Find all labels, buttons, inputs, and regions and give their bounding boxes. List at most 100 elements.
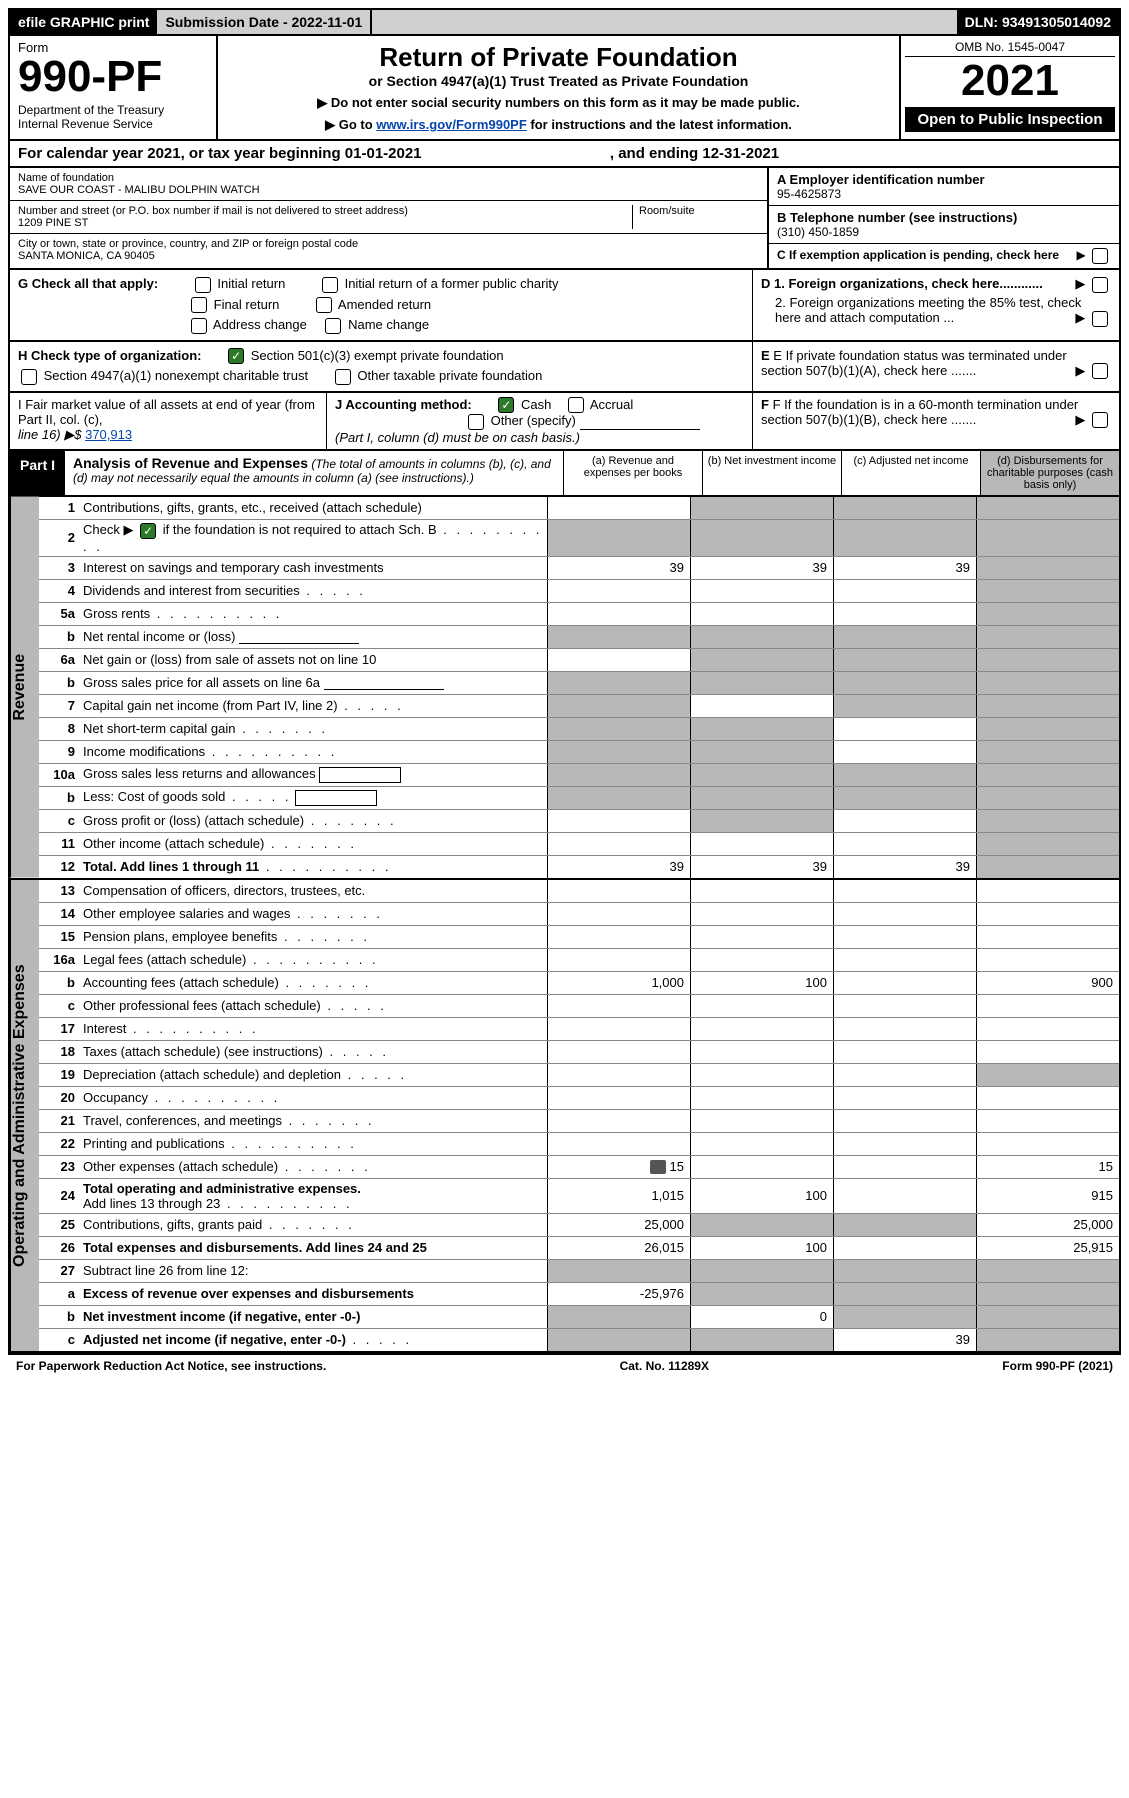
initial-former-checkbox[interactable] [322,277,338,293]
row-8: 8Net short-term capital gain [39,718,1119,741]
row-27b: bNet investment income (if negative, ent… [39,1306,1119,1329]
form-title: Return of Private Foundation [224,42,893,73]
revenue-table: Revenue 1Contributions, gifts, grants, e… [8,497,1121,880]
col-d-header: (d) Disbursements for charitable purpose… [980,451,1119,495]
paperwork-notice: For Paperwork Reduction Act Notice, see … [16,1359,326,1373]
foundation-name-cell: Name of foundation SAVE OUR COAST - MALI… [10,168,767,201]
form-number: 990-PF [18,55,208,99]
tax-year: 2021 [905,57,1115,105]
row-27c: cAdjusted net income (if negative, enter… [39,1329,1119,1351]
row-6a: 6aNet gain or (loss) from sale of assets… [39,649,1119,672]
row-17: 17Interest [39,1018,1119,1041]
col-a-header: (a) Revenue and expenses per books [563,451,702,495]
row-23: 23Other expenses (attach schedule) 1515 [39,1156,1119,1179]
row-26: 26Total expenses and disbursements. Add … [39,1237,1119,1260]
dln-label: DLN: 93491305014092 [957,10,1119,34]
row-15: 15Pension plans, employee benefits [39,926,1119,949]
row-14: 14Other employee salaries and wages [39,903,1119,926]
final-return-checkbox[interactable] [191,297,207,313]
identification-block: Name of foundation SAVE OUR COAST - MALI… [8,168,1121,270]
row-27: 27Subtract line 26 from line 12: [39,1260,1119,1283]
check-block-gd: G Check all that apply: Initial return I… [8,270,1121,342]
row-3: 3Interest on savings and temporary cash … [39,557,1119,580]
department-label: Department of the Treasury Internal Reve… [18,103,208,131]
calendar-year-row: For calendar year 2021, or tax year begi… [8,141,1121,168]
irs-link[interactable]: www.irs.gov/Form990PF [376,117,527,132]
catalog-number: Cat. No. 11289X [620,1359,709,1373]
part1-desc: Analysis of Revenue and Expenses (The to… [65,451,563,495]
row-16a: 16aLegal fees (attach schedule) [39,949,1119,972]
row-6b: bGross sales price for all assets on lin… [39,672,1119,695]
form-ref: Form 990-PF (2021) [1002,1359,1113,1373]
g-section: G Check all that apply: Initial return I… [10,270,752,340]
exemption-checkbox[interactable] [1092,248,1108,264]
check-block-he: H Check type of organization: ✓ Section … [8,342,1121,393]
goto-instructions: ▶ Go to www.irs.gov/Form990PF for instru… [224,117,893,133]
row-18: 18Taxes (attach schedule) (see instructi… [39,1041,1119,1064]
d-section: D 1. Foreign organizations, check here..… [752,270,1119,340]
col-b-header: (b) Net investment income [702,451,841,495]
row-10b: bLess: Cost of goods sold [39,787,1119,810]
row-2: 2Check ▶ ✓ if the foundation is not requ… [39,520,1119,557]
e-checkbox[interactable] [1092,363,1108,379]
sch-b-checkbox[interactable]: ✓ [140,523,156,539]
part1-header: Part I Analysis of Revenue and Expenses … [8,451,1121,497]
row-4: 4Dividends and interest from securities [39,580,1119,603]
row-10a: 10aGross sales less returns and allowanc… [39,764,1119,787]
phone-cell: B Telephone number (see instructions) (3… [769,206,1119,244]
h-section: H Check type of organization: ✓ Section … [10,342,752,391]
row-21: 21Travel, conferences, and meetings [39,1110,1119,1133]
other-taxable-checkbox[interactable] [335,369,351,385]
amended-return-checkbox[interactable] [316,297,332,313]
row-16c: cOther professional fees (attach schedul… [39,995,1119,1018]
submission-date: Submission Date - 2022-11-01 [157,10,372,34]
fmv-value[interactable]: 370,913 [85,427,132,442]
row-12: 12Total. Add lines 1 through 11 393939 [39,856,1119,878]
f-section: F F If the foundation is in a 60-month t… [753,393,1119,449]
e-section: E E If private foundation status was ter… [752,342,1119,391]
501c3-checkbox[interactable]: ✓ [228,348,244,364]
d1-checkbox[interactable] [1092,277,1108,293]
top-bar: efile GRAPHIC print Submission Date - 20… [8,8,1121,36]
row-25: 25Contributions, gifts, grants paid 25,0… [39,1214,1119,1237]
col-c-header: (c) Adjusted net income [841,451,980,495]
cash-checkbox[interactable]: ✓ [498,397,514,413]
row-16b: bAccounting fees (attach schedule) 1,000… [39,972,1119,995]
j-section: J Accounting method: ✓ Cash Accrual Othe… [327,393,753,449]
d2-checkbox[interactable] [1092,311,1108,327]
row-22: 22Printing and publications [39,1133,1119,1156]
row-27a: aExcess of revenue over expenses and dis… [39,1283,1119,1306]
form-subtitle: or Section 4947(a)(1) Trust Treated as P… [224,73,893,89]
row-1: 1Contributions, gifts, grants, etc., rec… [39,497,1119,520]
ijf-row: I Fair market value of all assets at end… [8,393,1121,451]
i-section: I Fair market value of all assets at end… [10,393,327,449]
title-box: Return of Private Foundation or Section … [218,36,899,139]
exemption-pending-cell: C If exemption application is pending, c… [769,244,1119,268]
city-cell: City or town, state or province, country… [10,234,767,266]
row-9: 9Income modifications [39,741,1119,764]
row-11: 11Other income (attach schedule) [39,833,1119,856]
open-public-label: Open to Public Inspection [905,107,1115,132]
address-change-checkbox[interactable] [191,318,207,334]
row-5a: 5aGross rents [39,603,1119,626]
other-method-checkbox[interactable] [468,414,484,430]
f-checkbox[interactable] [1092,412,1108,428]
efile-label[interactable]: efile GRAPHIC print [10,10,157,34]
attachment-icon[interactable] [650,1160,666,1174]
row-7: 7Capital gain net income (from Part IV, … [39,695,1119,718]
initial-return-checkbox[interactable] [195,277,211,293]
accrual-checkbox[interactable] [568,397,584,413]
expenses-side-label: Operating and Administrative Expenses [10,880,39,1351]
row-13: 13Compensation of officers, directors, t… [39,880,1119,903]
part1-label: Part I [10,451,65,495]
ssn-warning: ▶ Do not enter social security numbers o… [224,95,893,111]
address-cell: Number and street (or P.O. box number if… [10,201,767,234]
revenue-side-label: Revenue [10,497,39,878]
4947-checkbox[interactable] [21,369,37,385]
ein-cell: A Employer identification number 95-4625… [769,168,1119,206]
page-footer: For Paperwork Reduction Act Notice, see … [8,1353,1121,1377]
row-24: 24Total operating and administrative exp… [39,1179,1119,1214]
row-20: 20Occupancy [39,1087,1119,1110]
name-change-checkbox[interactable] [325,318,341,334]
row-5b: bNet rental income or (loss) [39,626,1119,649]
